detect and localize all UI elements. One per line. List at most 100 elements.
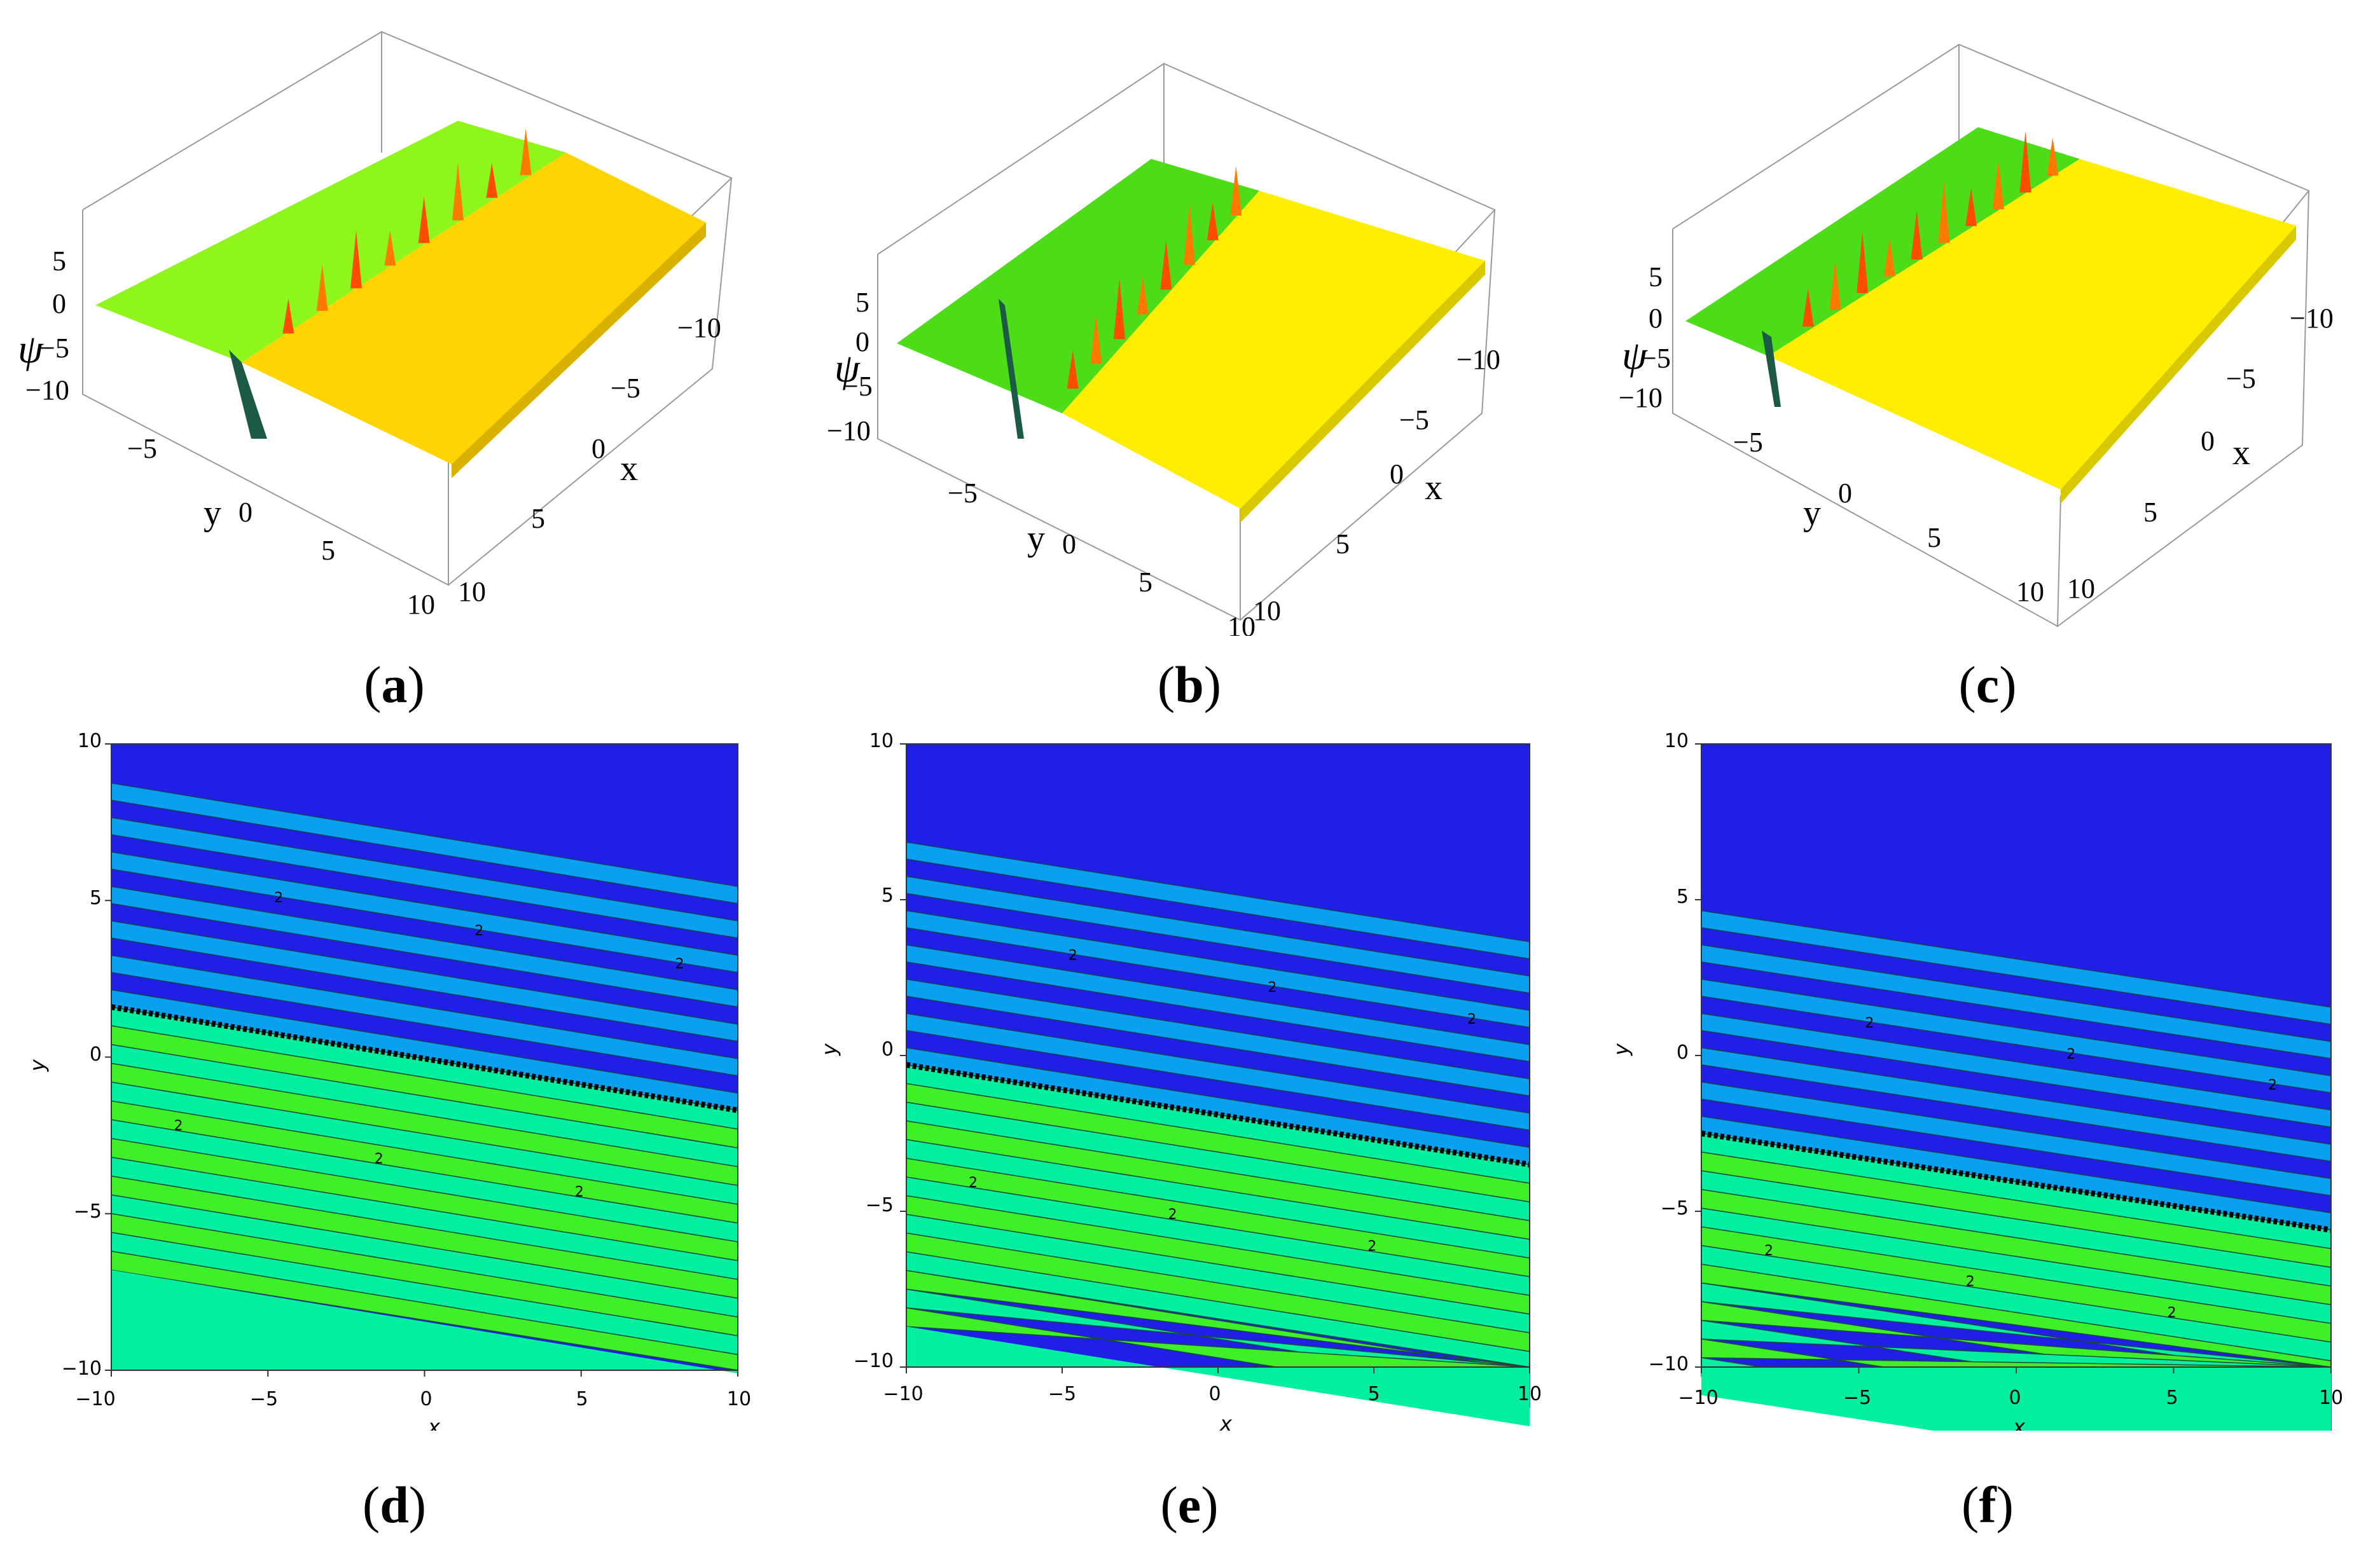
caption-f: (f)	[1961, 1476, 2014, 1534]
contour-panel-f: 2 2 2 2 2 2 x y −10 −5 0 5 10 10 5 0 −5 −10	[1584, 731, 2372, 1431]
z-tick-b-0: 5	[855, 287, 869, 318]
z-tick-a-1: 0	[52, 288, 66, 319]
x-tick-b-2: 0	[1390, 458, 1404, 490]
x-tick-e-3: 5	[1367, 1383, 1380, 1405]
x-axis-label-e: x	[1219, 1412, 1233, 1431]
z-tick-b-2: −5	[843, 371, 873, 402]
y-tick-c-1: 0	[1838, 478, 1852, 509]
contour-level-label: 2	[2066, 1047, 2075, 1062]
x-axis-label-d: x	[427, 1415, 441, 1431]
y-tick-e-0: 10	[869, 731, 894, 752]
y-axis-label-c: y	[1803, 493, 1821, 533]
contour-level-label: 2	[1268, 980, 1276, 996]
surface-plot-a: ψ 5 0 −5 −10 −10 −5 0 5 10 x −5 0 5 10 y	[18, 31, 733, 620]
surface-green-region-a	[95, 121, 566, 362]
surface-peak	[1857, 231, 1869, 293]
caption-a: (a)	[364, 656, 425, 713]
x-axis-label-c: x	[2232, 433, 2250, 472]
y-tick-c-2: 5	[1927, 522, 1941, 553]
surface-yellow-region-a	[242, 153, 706, 464]
y-axis-label-b: y	[1027, 519, 1045, 558]
surface-peaks-b	[1067, 165, 1242, 389]
surface-green-region-b	[897, 159, 1259, 413]
surface-panel-b: ψ 5 0 −5 −10 −10 −5 0 5 10 x −5 0 5 10 y	[795, 0, 1584, 636]
caption-e: (e)	[1160, 1476, 1219, 1534]
surface-peak	[1067, 350, 1079, 389]
y-axis-label-e: y	[817, 1043, 841, 1056]
y-tick-b-2: 5	[1138, 567, 1152, 598]
contour-plot-e: 2 2 2 2 2 2 x y −10 −5 0 5 10 10 5 0 −5 −10	[817, 731, 1542, 1431]
x-tick-c-2: 0	[2201, 425, 2215, 457]
y-tick-a-2: 5	[321, 535, 335, 566]
x-tick-c-3: 5	[2143, 497, 2157, 528]
contour-panel-e: 2 2 2 2 2 2 x y −10 −5 0 5 10 10 5 0 −5 −10	[792, 731, 1581, 1431]
y-tick-f-2: 0	[1677, 1042, 1689, 1064]
surface-peak	[520, 128, 532, 175]
contour-plot-area-e: 2 2 2 2 2 2	[900, 743, 1530, 1427]
surface-trough-c	[1762, 331, 1781, 407]
surface-yellow-region-b	[1062, 191, 1485, 509]
x-tick-d-2: 0	[420, 1388, 432, 1410]
x-axis-label-b: x	[1425, 468, 1443, 507]
x-tick-b-0: −10	[1456, 344, 1500, 375]
contour-level-label: 2	[174, 1118, 183, 1134]
surface-peak	[282, 298, 294, 334]
x-tick-a-2: 0	[592, 433, 605, 464]
contour-level-label: 2	[675, 956, 684, 972]
z-tick-b-1: 0	[855, 326, 869, 357]
surface-peaks-c	[1802, 131, 2059, 327]
contour-level-label: 2	[1367, 1239, 1376, 1255]
y-tick-d-4: −10	[62, 1358, 102, 1380]
y-tick-a-0: −5	[127, 433, 157, 464]
x-tick-f-4: 10	[2319, 1387, 2343, 1409]
x-tick-f-3: 5	[2166, 1387, 2178, 1409]
wave-line	[906, 1062, 1530, 1167]
surface-peak	[1938, 181, 1950, 243]
wave-line	[111, 1004, 738, 1113]
contour-plot-d: 2 2 2 2 2 2 x y −10 −5 0 5 10 10 5 0 −5 −10	[25, 731, 751, 1431]
caption-b: (b)	[1157, 656, 1222, 713]
z-tick-c-1: 0	[1649, 303, 1663, 334]
z-axis-label-b: ψ	[834, 345, 861, 390]
contour-level-label: 2	[969, 1175, 978, 1191]
x-tick-f-1: −5	[1843, 1387, 1871, 1409]
x-tick-b-1: −5	[1399, 404, 1429, 436]
surface-peak	[1829, 260, 1841, 310]
surface-peak	[1883, 238, 1895, 277]
surface-green-region-c	[1685, 127, 2080, 356]
x-tick-e-0: −10	[883, 1383, 923, 1405]
surface-side-b	[1240, 261, 1485, 523]
contour-panel-d: 2 2 2 2 2 2 x y −10 −5 0 5 10 10 5 0 −5 −10	[0, 731, 789, 1431]
z-axis-label-c: ψ	[1622, 333, 1648, 378]
y-tick-f-1: 5	[1677, 886, 1689, 908]
x-axis-label-f: x	[2012, 1415, 2026, 1431]
z-tick-c-3: −10	[1619, 382, 1663, 413]
x-tick-a-0: −10	[677, 312, 721, 343]
surface-peak	[1207, 202, 1219, 240]
x-tick-d-0: −10	[75, 1388, 115, 1410]
surface-panel-c: ψ 5 0 −5 −10 −10 −5 0 5 10 x −5 0 5 10 y	[1590, 0, 2379, 636]
z-tick-b-3: −10	[827, 415, 871, 446]
y-tick-d-1: 5	[90, 887, 102, 909]
caption-d: (d)	[362, 1476, 427, 1534]
y-axis-label-f: y	[1609, 1043, 1633, 1056]
contour-level-label: 2	[2268, 1077, 2277, 1093]
z-tick-a-2: −5	[39, 333, 69, 364]
surface-peak	[1184, 203, 1195, 265]
contour-level-label: 2	[1865, 1015, 1874, 1031]
contour-plot-area-f: 2 2 2 2 2 2	[1695, 743, 2332, 1431]
contour-level-label: 2	[1168, 1207, 1177, 1223]
x-tick-b-4: 10	[1253, 595, 1281, 626]
x-tick-d-3: 5	[576, 1388, 588, 1410]
x-tick-a-3: 5	[531, 503, 545, 534]
y-tick-d-0: 10	[78, 731, 102, 752]
surface-peak	[1160, 240, 1172, 290]
surface-plot-c: ψ 5 0 −5 −10 −10 −5 0 5 10 x −5 0 5 10 y	[1619, 43, 2334, 628]
surface-peak	[1802, 288, 1814, 327]
y-tick-e-4: −10	[854, 1350, 894, 1372]
y-tick-e-2: 0	[882, 1038, 894, 1061]
surface-panel-a: ψ 5 0 −5 −10 −10 −5 0 5 10 x −5 0 5 10 y	[0, 0, 789, 636]
surface-trough-b	[999, 299, 1024, 439]
y-tick-d-3: −5	[74, 1200, 102, 1223]
contour-level-label: 2	[1966, 1274, 1975, 1290]
